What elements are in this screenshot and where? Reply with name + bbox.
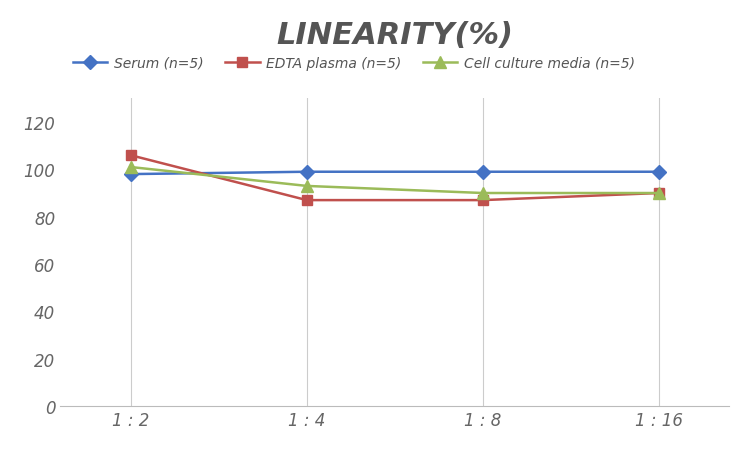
Cell culture media (n=5)	[126, 165, 135, 170]
Title: LINEARITY(%): LINEARITY(%)	[276, 21, 514, 50]
EDTA plasma (n=5)	[478, 198, 487, 203]
Serum (n=5)	[302, 170, 311, 175]
Line: Cell culture media (n=5): Cell culture media (n=5)	[125, 162, 665, 199]
Cell culture media (n=5)	[478, 191, 487, 196]
Cell culture media (n=5)	[654, 191, 663, 196]
Line: EDTA plasma (n=5): EDTA plasma (n=5)	[126, 151, 664, 206]
Serum (n=5)	[126, 172, 135, 177]
Legend: Serum (n=5), EDTA plasma (n=5), Cell culture media (n=5): Serum (n=5), EDTA plasma (n=5), Cell cul…	[67, 51, 641, 76]
Serum (n=5)	[654, 170, 663, 175]
Line: Serum (n=5): Serum (n=5)	[126, 167, 664, 179]
Serum (n=5)	[478, 170, 487, 175]
EDTA plasma (n=5)	[654, 191, 663, 196]
EDTA plasma (n=5)	[126, 153, 135, 159]
EDTA plasma (n=5)	[302, 198, 311, 203]
Cell culture media (n=5)	[302, 184, 311, 189]
